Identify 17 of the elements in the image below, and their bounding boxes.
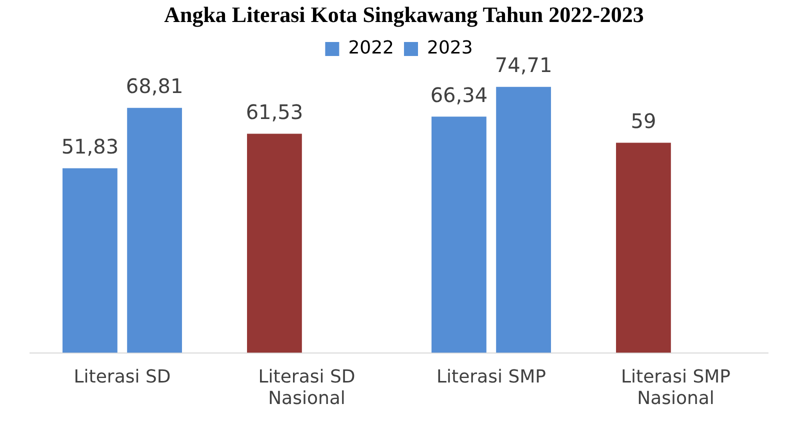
legend-label: 2022 bbox=[348, 38, 394, 59]
data-label: 74,71 bbox=[494, 53, 552, 78]
data-label: 66,34 bbox=[430, 82, 488, 107]
data-label: 68,81 bbox=[126, 74, 184, 98]
legend-label: 2023 bbox=[427, 38, 473, 59]
bar bbox=[127, 108, 182, 353]
x-tick-label: Literasi SMP Nasional bbox=[620, 366, 731, 409]
bar bbox=[247, 134, 302, 353]
data-label: 51,83 bbox=[61, 134, 119, 158]
data-label: 61,53 bbox=[246, 100, 304, 124]
x-tick-label: Literasi SMP bbox=[436, 366, 546, 388]
x-tick-label: Literasi SD bbox=[74, 366, 171, 388]
bar bbox=[616, 142, 671, 353]
bar bbox=[496, 86, 551, 353]
data-label: 59 bbox=[630, 108, 656, 133]
x-tick-label: Literasi SD Nasional bbox=[258, 366, 356, 409]
chart-title: Angka Literasi Kota Singkawang Tahun 2022-2023 bbox=[163, 1, 645, 29]
